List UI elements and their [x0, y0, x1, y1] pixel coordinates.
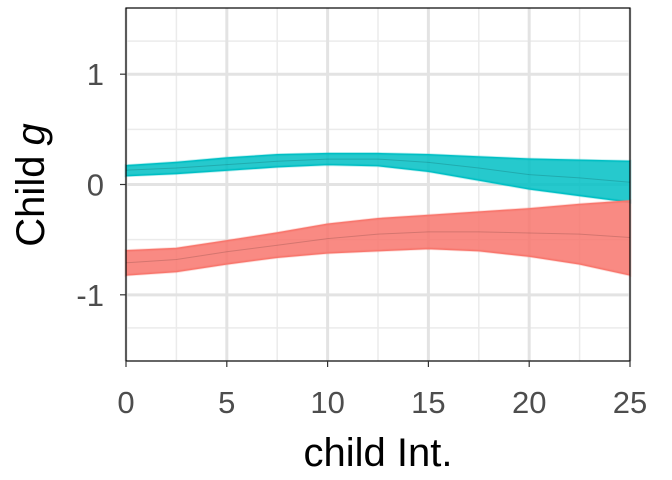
series-lower-edge	[125, 163, 631, 203]
y-axis-title-text: Child	[9, 156, 53, 247]
y-tick-label: 0	[87, 168, 104, 203]
x-tick-label: 15	[411, 385, 445, 420]
x-tick-label: 0	[117, 385, 134, 420]
y-tick-label: -1	[76, 278, 104, 313]
series-band-1	[124, 152, 632, 204]
series-layer	[124, 152, 632, 277]
series-upper-edge	[125, 200, 631, 252]
series-upper-edge	[125, 152, 631, 167]
series-mean-line	[125, 231, 631, 264]
series-lower-edge	[125, 247, 631, 276]
y-tick-label: 1	[87, 57, 104, 92]
series-mean-line	[125, 158, 631, 183]
x-tick-label: 5	[218, 385, 235, 420]
x-tick-label: 10	[310, 385, 344, 420]
x-axis-ticks: 0 5 10 15 20 25	[117, 361, 647, 420]
y-axis-title: Child g	[9, 123, 53, 246]
x-axis-title: child Int.	[304, 431, 453, 475]
x-tick-label: 20	[512, 385, 546, 420]
y-axis-ticks: -1 0 1	[76, 57, 126, 313]
y-axis-title-symbol: g	[9, 123, 53, 145]
x-tick-label: 25	[613, 385, 647, 420]
